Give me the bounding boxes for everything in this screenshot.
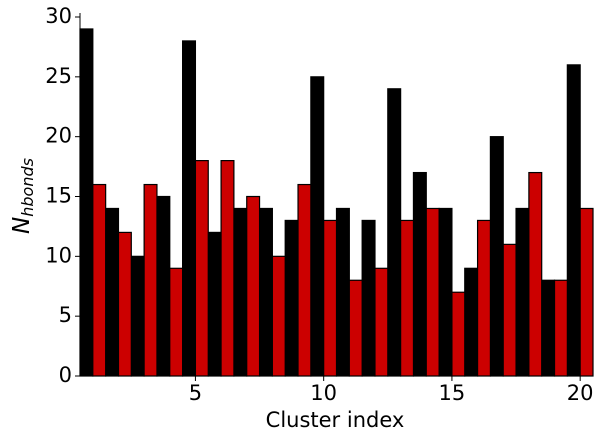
bar bbox=[220, 160, 235, 377]
y-tick-label: 10 bbox=[45, 243, 72, 267]
bar bbox=[271, 255, 286, 377]
bar bbox=[194, 160, 209, 377]
y-tick-label: 25 bbox=[45, 64, 72, 88]
bar bbox=[566, 64, 581, 377]
y-label-base: N bbox=[9, 217, 35, 234]
y-axis-label: Nhbonds bbox=[9, 158, 37, 234]
bar bbox=[361, 219, 376, 377]
x-tick-label: 5 bbox=[189, 381, 202, 405]
bar bbox=[284, 219, 299, 377]
y-label-subscript: hbonds bbox=[18, 158, 37, 217]
bar bbox=[258, 207, 273, 377]
bar bbox=[412, 171, 427, 377]
bar bbox=[79, 28, 94, 377]
bar bbox=[502, 243, 517, 377]
bar bbox=[528, 171, 543, 377]
x-tick-label: 15 bbox=[439, 381, 466, 405]
bar bbox=[92, 183, 107, 377]
bar bbox=[297, 183, 312, 377]
bar bbox=[451, 291, 466, 377]
bar bbox=[425, 207, 440, 377]
x-tick-label: 20 bbox=[567, 381, 594, 405]
bar bbox=[553, 279, 568, 377]
y-tick-label: 30 bbox=[45, 4, 72, 28]
bar bbox=[169, 267, 184, 377]
bar bbox=[143, 183, 158, 377]
y-tick-label: 0 bbox=[59, 363, 72, 387]
x-tick-label: 10 bbox=[310, 381, 337, 405]
bar bbox=[400, 219, 415, 377]
bar bbox=[105, 207, 120, 377]
bar bbox=[579, 207, 594, 377]
x-axis-label: Cluster index bbox=[266, 408, 405, 432]
y-tick-label: 15 bbox=[45, 184, 72, 208]
bar bbox=[130, 255, 145, 377]
bar bbox=[310, 76, 325, 377]
bar bbox=[246, 195, 261, 377]
y-tick-label: 20 bbox=[45, 124, 72, 148]
bar bbox=[438, 207, 453, 377]
bar bbox=[464, 267, 479, 377]
bar bbox=[387, 88, 402, 377]
bar bbox=[335, 207, 350, 377]
bar bbox=[374, 267, 389, 377]
bar bbox=[476, 219, 492, 377]
bar bbox=[489, 136, 504, 377]
y-tick-label: 5 bbox=[59, 303, 72, 327]
bar bbox=[156, 195, 171, 377]
bar bbox=[207, 231, 222, 377]
bar bbox=[233, 207, 248, 377]
bar bbox=[323, 219, 338, 377]
bar bbox=[117, 231, 132, 377]
bar bbox=[541, 279, 556, 377]
bar bbox=[515, 207, 530, 377]
bar bbox=[348, 279, 363, 377]
bar bbox=[182, 40, 197, 377]
